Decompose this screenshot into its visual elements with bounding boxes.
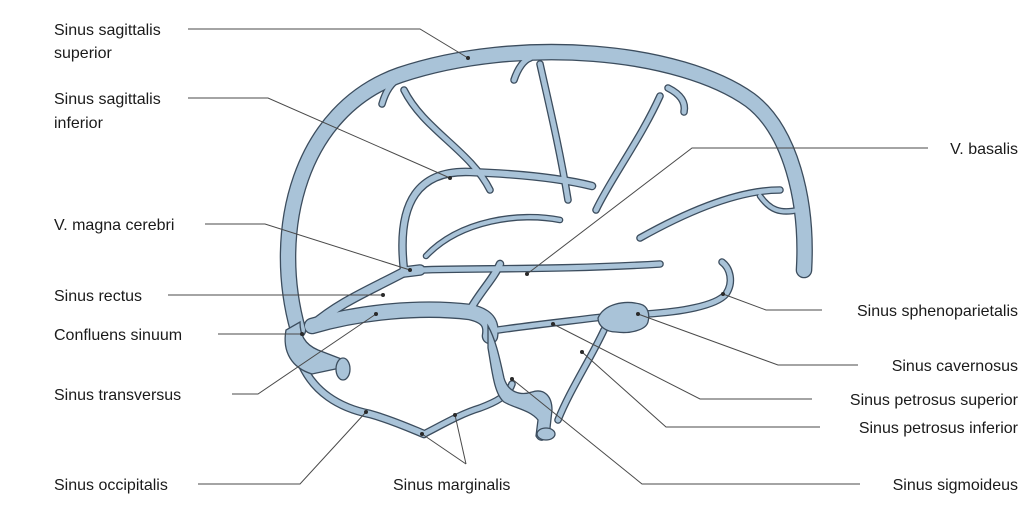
leader-v-magna-cerebri — [205, 223, 411, 271]
v-basalis-branch — [424, 215, 562, 258]
labels: Sinus sagittalis superior Sinus sagittal… — [54, 22, 1019, 494]
sinus-sigmoideus-shape — [487, 323, 553, 441]
sinus-enlargements — [284, 301, 650, 441]
sinus-occipitalis — [297, 357, 427, 437]
branch-5 — [537, 61, 571, 203]
label-sinus-marginalis: Sinus marginalis — [393, 477, 510, 494]
label-sinus-petrosus-inferior: Sinus petrosus inferior — [859, 420, 1019, 437]
leader-sinus-petrosus-inferior — [581, 351, 820, 428]
leader-sinus-sagittalis-superior — [188, 28, 469, 59]
sinus-transversus-end-cap — [335, 357, 351, 381]
leader-sinus-marginalis-b — [454, 414, 467, 465]
label-v-basalis: V. basalis — [950, 141, 1018, 158]
sinus-sagittalis-inferior — [399, 168, 595, 273]
bulbus-cap — [536, 427, 556, 441]
venous-sinus-drawing — [279, 43, 813, 439]
label-sinus-petrosus-superior: Sinus petrosus superior — [850, 392, 1019, 409]
dot-sphenoparietalis — [721, 292, 725, 296]
label-sinus-transversus: Sinus transversus — [54, 387, 181, 404]
dot-cavernosus — [636, 312, 640, 316]
label-sinus-cavernosus: Sinus cavernosus — [892, 358, 1018, 375]
dot-marginalis-a — [420, 432, 424, 436]
sinus-sphenoparietalis-outline — [642, 258, 735, 318]
dot-v-magna — [408, 268, 412, 272]
leader-lines — [168, 28, 928, 485]
dot-sagittalis-inferior — [448, 176, 452, 180]
label-confluens-sinuum: Confluens sinuum — [54, 327, 182, 344]
sinus-sphenoparietalis — [643, 259, 733, 317]
sinus-transversus — [305, 302, 498, 343]
v-basalis — [417, 261, 663, 273]
sinus-petrosus-inferior — [555, 327, 607, 423]
branch-6 — [593, 93, 663, 213]
leader-sinus-occipitalis — [198, 411, 367, 485]
branch-3 — [665, 85, 687, 115]
label-sinus-rectus: Sinus rectus — [54, 288, 142, 305]
leader-sinus-sigmoideus — [511, 378, 860, 485]
leader-end-dots — [300, 56, 725, 436]
leader-sinus-cavernosus — [637, 313, 858, 366]
dot-petrosus-superior — [551, 322, 555, 326]
label-sinus-sagittalis-inferior-line2: inferior — [54, 115, 104, 132]
branch-9 — [467, 261, 503, 313]
leader-v-basalis — [526, 147, 928, 275]
leader-sinus-sphenoparietalis — [722, 293, 822, 311]
leader-sinus-petrosus-superior — [552, 323, 812, 400]
dot-occipitalis — [364, 410, 368, 414]
dot-transversus — [374, 312, 378, 316]
label-sinus-sphenoparietalis: Sinus sphenoparietalis — [857, 303, 1018, 320]
dot-sagittalis-superior — [466, 56, 470, 60]
v-magna-cerebri — [399, 265, 425, 277]
leader-sinus-sagittalis-inferior — [188, 97, 451, 179]
sinus-cavernosus-shape — [597, 301, 650, 334]
dot-petrosus-inferior — [580, 350, 584, 354]
branch-2 — [511, 55, 533, 83]
dot-confluens — [300, 332, 304, 336]
dot-sigmoideus — [510, 377, 514, 381]
leader-sinus-transversus — [232, 313, 377, 395]
dot-sinus-rectus — [381, 293, 385, 297]
label-sinus-occipitalis: Sinus occipitalis — [54, 477, 168, 494]
branch-8 — [758, 194, 800, 214]
label-sinus-sagittalis-superior-line1: Sinus sagittalis — [54, 22, 161, 39]
leader-sinus-marginalis-a — [421, 433, 467, 465]
branch-4 — [401, 87, 493, 193]
branch-1 — [379, 75, 403, 107]
label-v-magna-cerebri: V. magna cerebri — [54, 217, 174, 234]
label-sinus-sagittalis-inferior-line1: Sinus sagittalis — [54, 91, 161, 108]
label-sinus-sigmoideus: Sinus sigmoideus — [893, 477, 1018, 494]
dot-v-basalis — [525, 272, 529, 276]
branch-7 — [637, 187, 783, 241]
dot-marginalis-b — [453, 413, 457, 417]
label-sinus-sagittalis-superior-line2: superior — [54, 45, 112, 62]
